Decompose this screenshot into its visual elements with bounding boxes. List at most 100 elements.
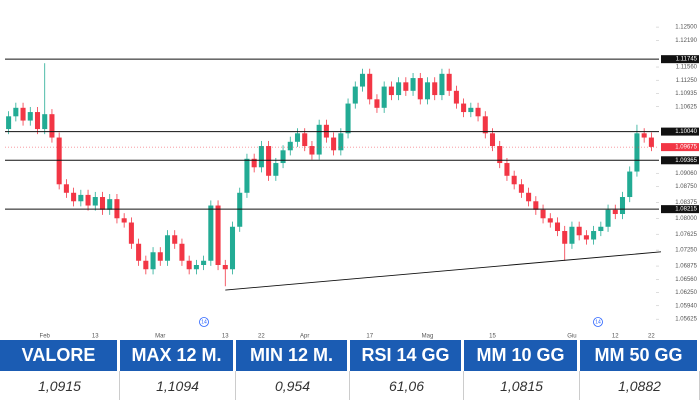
- candle-body: [410, 78, 416, 91]
- candle-body: [186, 260, 192, 270]
- candle-body: [136, 243, 142, 261]
- candle-body: [641, 133, 647, 138]
- candle-body: [446, 73, 452, 91]
- stats-table: VALORE MAX 12 M. MIN 12 M. RSI 14 GG MM …: [0, 340, 700, 400]
- header-cell: RSI 14 GG: [350, 340, 464, 371]
- x-tick-label: 22: [648, 334, 655, 340]
- candle-body: [338, 133, 344, 151]
- candle-body: [345, 103, 351, 134]
- candle-body: [34, 112, 41, 130]
- candle-body: [461, 103, 467, 113]
- candle-body: [251, 158, 257, 168]
- candle-body: [381, 86, 387, 108]
- value-row: 1,0915 1,1094 0,954 61,06 1,0815 1,0882: [0, 371, 700, 400]
- candle-body: [489, 133, 496, 147]
- candle-body: [388, 86, 394, 96]
- candle-body: [547, 218, 553, 223]
- x-tick-label: Apr: [300, 334, 309, 340]
- candle-body: [526, 192, 532, 202]
- candle-body: [201, 260, 207, 265]
- current-price-label: 1.09675: [675, 145, 697, 151]
- candle-body: [128, 222, 134, 244]
- candle-body: [244, 158, 250, 193]
- candle-body: [121, 218, 127, 223]
- y-tick-label: 1.08000: [675, 216, 697, 222]
- y-tick-label: 1.12500: [675, 25, 697, 31]
- candle-body: [208, 205, 214, 261]
- candle-body: [294, 133, 301, 142]
- candle-body: [273, 163, 279, 176]
- level-label-box: [661, 205, 699, 214]
- candle-body: [302, 133, 308, 147]
- candle-body: [157, 252, 163, 261]
- level-label: 1.08215: [675, 207, 697, 213]
- current-price-box: [661, 143, 699, 152]
- candle-body: [287, 141, 293, 151]
- value-cell: 61,06: [350, 371, 464, 400]
- candle-body: [367, 73, 373, 100]
- candle-body: [591, 231, 597, 240]
- event-label: 14: [595, 319, 601, 325]
- candle-body: [92, 197, 98, 206]
- candle-body: [222, 265, 228, 270]
- candle-body: [172, 235, 178, 244]
- candle-body: [453, 90, 459, 104]
- candle-body: [13, 107, 19, 117]
- candle-body: [71, 192, 77, 202]
- candle-body: [266, 146, 272, 176]
- y-tick-label: 1.06250: [675, 290, 697, 296]
- candle-body: [20, 107, 26, 121]
- candle-body: [143, 260, 149, 270]
- candle-body: [554, 222, 561, 232]
- x-tick-label: 17: [366, 334, 373, 340]
- y-tick-label: 1.05625: [675, 317, 697, 323]
- candle-body: [612, 209, 618, 215]
- value-cell: 1,1094: [120, 371, 236, 400]
- x-tick-label: Feb: [40, 334, 51, 340]
- candle-body: [352, 86, 358, 104]
- candle-body: [511, 175, 517, 185]
- candle-body: [417, 78, 423, 100]
- level-label-box: [661, 156, 699, 165]
- chart: 14 14 1.12500 1.12190 1.11560 1.11250 1.1093…: [5, 25, 699, 340]
- candle-body: [583, 235, 589, 240]
- value-cell: 1,0915: [0, 371, 120, 400]
- candle-body: [374, 99, 380, 108]
- x-tick-label: Giu: [567, 334, 576, 340]
- candle-body: [605, 209, 611, 227]
- candle-body: [331, 137, 337, 151]
- candle-body: [179, 243, 185, 261]
- candle-body: [309, 146, 315, 155]
- candle-body: [215, 205, 221, 265]
- y-tick-label: 1.05940: [675, 303, 697, 309]
- x-tick-label: 15: [489, 334, 496, 340]
- x-tick-label: 22: [258, 334, 265, 340]
- candle-body: [316, 124, 322, 155]
- x-tick-label: 13: [92, 334, 99, 340]
- candle-body: [258, 146, 264, 168]
- candle-body: [619, 197, 626, 215]
- candle-body: [518, 184, 524, 193]
- event-label: 14: [201, 319, 207, 325]
- y-tick-label: 1.06875: [675, 264, 697, 270]
- candle-body: [42, 114, 48, 130]
- x-tick-label: Mar: [155, 334, 165, 340]
- candle-body: [107, 199, 113, 210]
- candle-body: [576, 226, 582, 236]
- y-tick-label: 1.11250: [676, 78, 698, 84]
- candle-body: [150, 252, 156, 270]
- header-cell: MIN 12 M.: [236, 340, 350, 371]
- level-label: 1.10040: [675, 129, 697, 135]
- y-tick-label: 1.08375: [675, 200, 697, 206]
- level-label: 1.11745: [676, 57, 698, 63]
- candle-body: [562, 231, 568, 244]
- value-cell: 1,0882: [580, 371, 700, 400]
- candle-body: [237, 192, 243, 227]
- candle-body: [468, 107, 474, 113]
- candle-body: [396, 82, 402, 96]
- candle-body: [99, 197, 106, 210]
- candle-body: [56, 137, 62, 185]
- candle-body: [424, 82, 431, 100]
- candle-body: [78, 194, 84, 202]
- candle-body: [193, 265, 199, 270]
